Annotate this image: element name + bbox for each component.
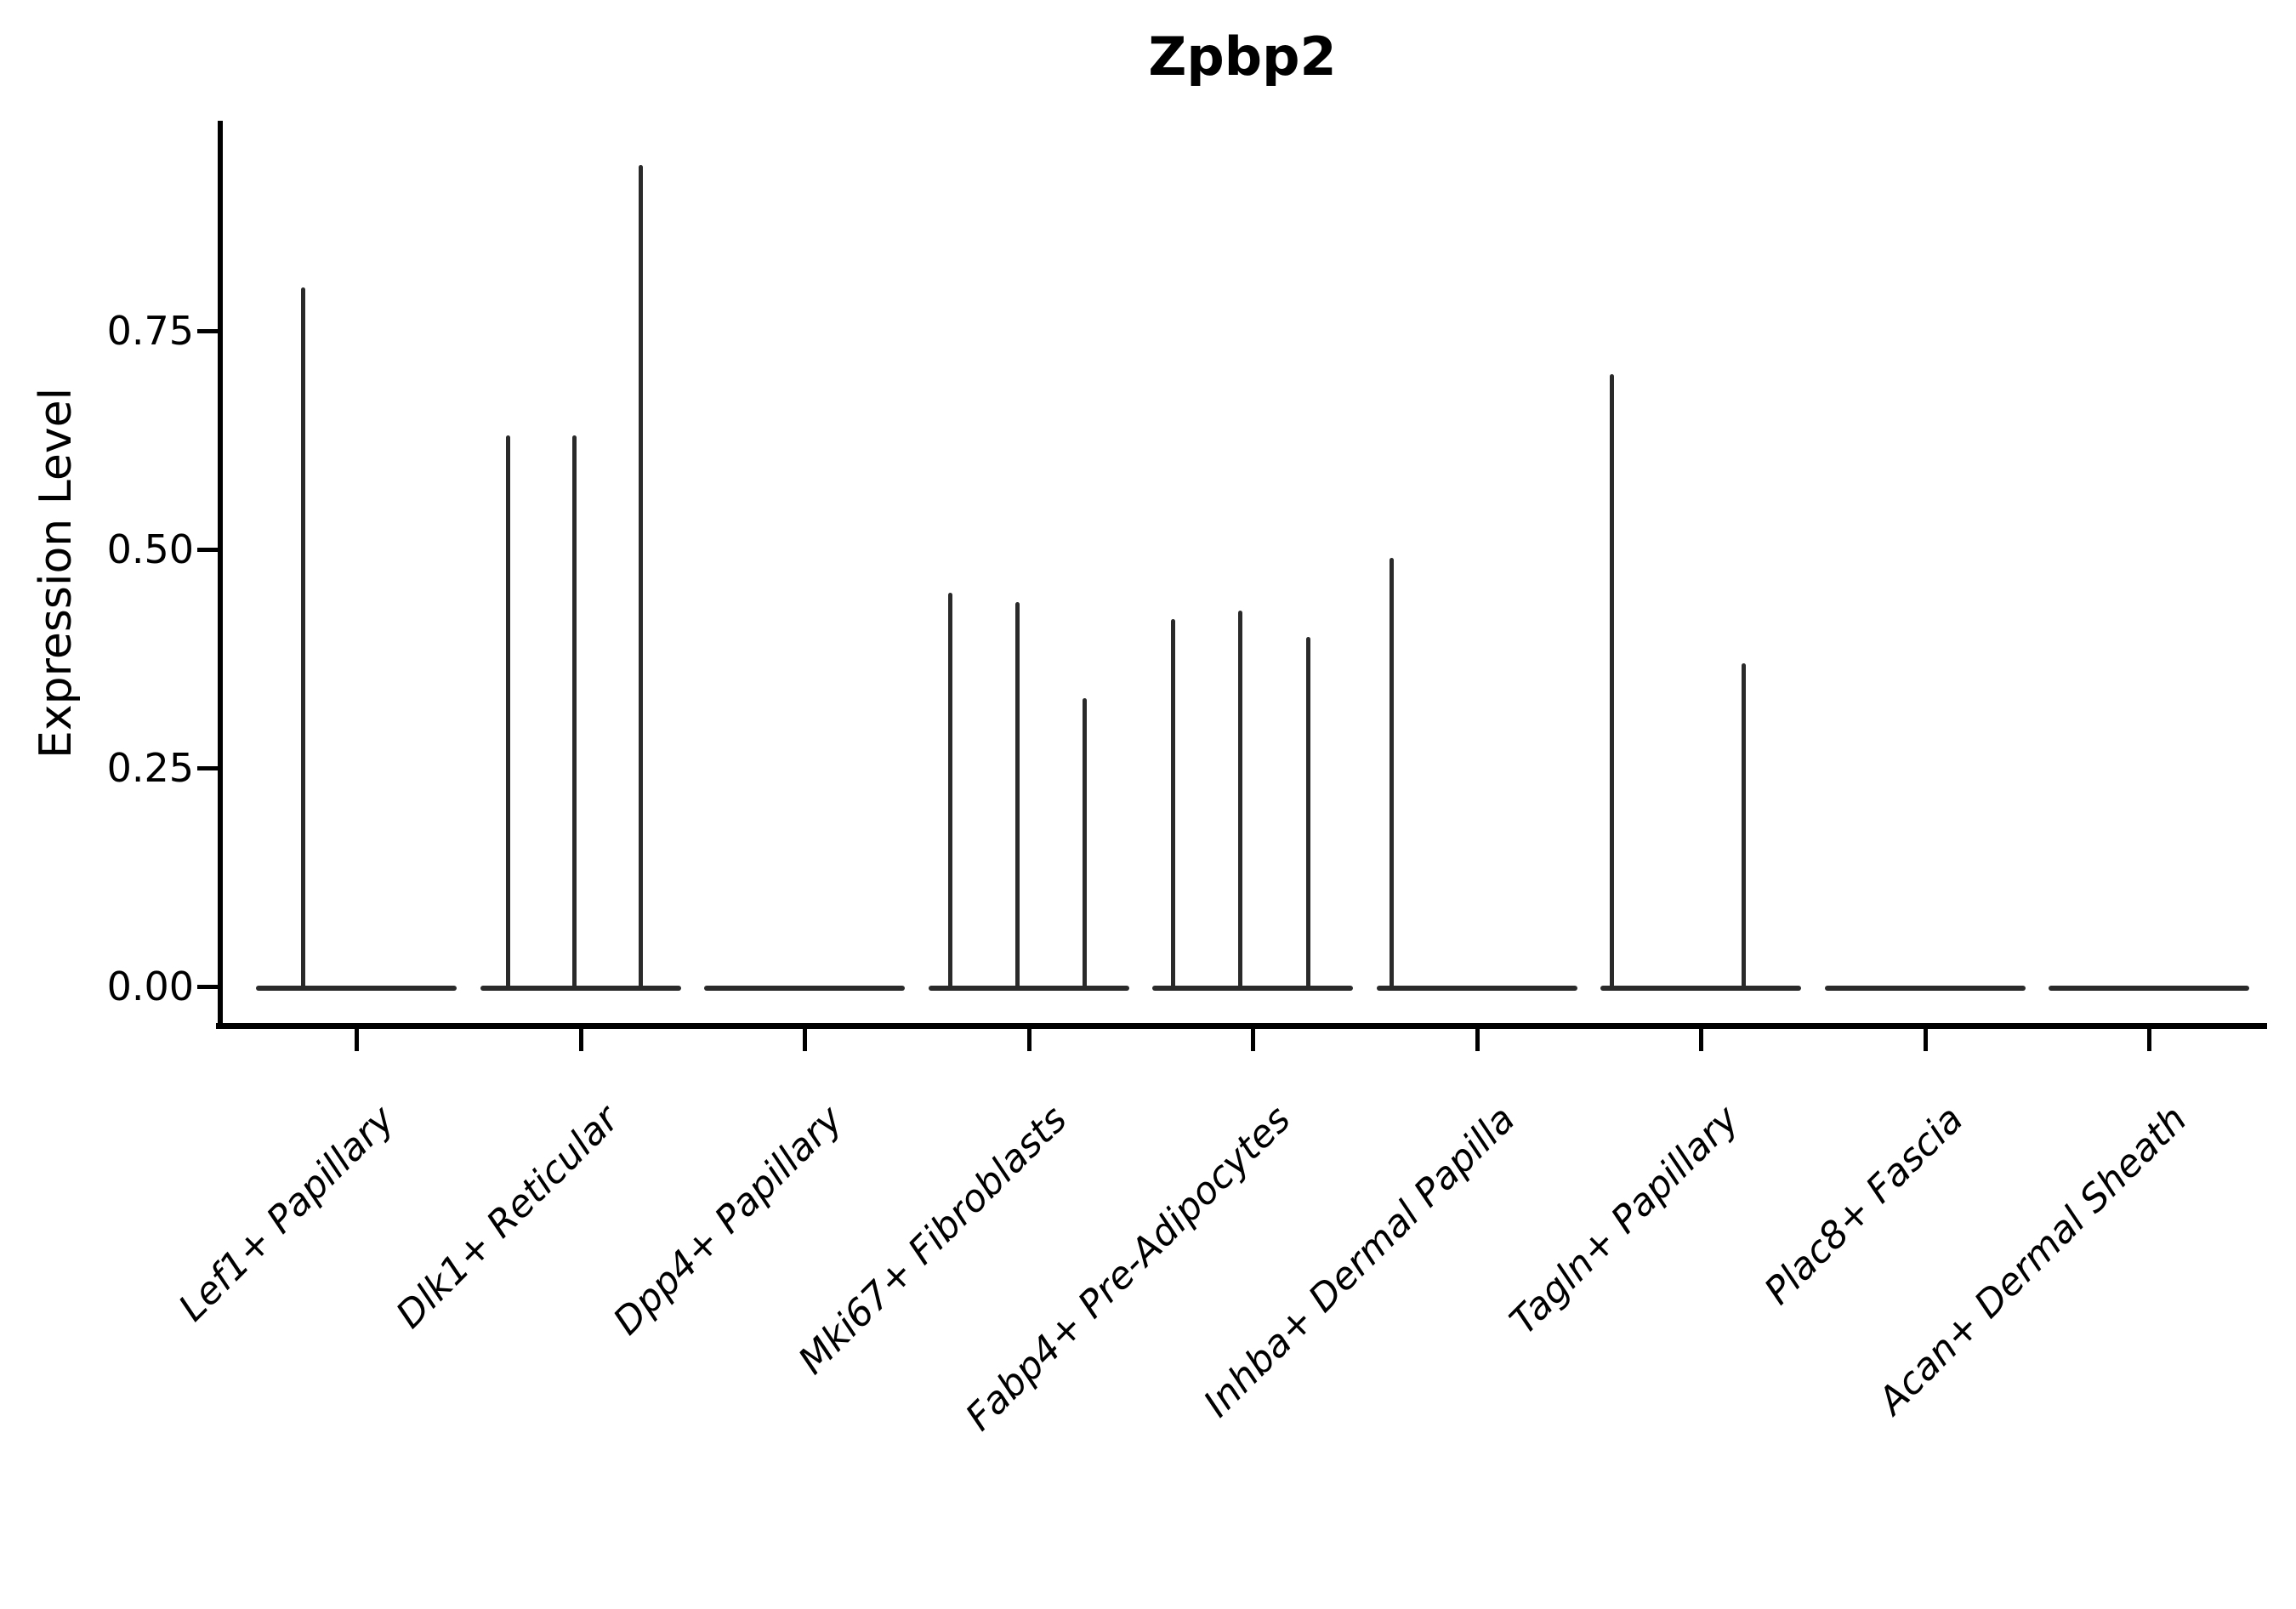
x-tick-label: Acan+ Dermal Sheath [1870,1097,2196,1424]
violin-spike [1082,697,1087,991]
violin-spike [947,593,952,991]
y-tick-mark [197,329,218,333]
x-tick-mark [1026,1029,1031,1051]
violin-baseline [928,986,1129,991]
y-tick-mark [197,766,218,770]
plot-title: Zpbp2 [1148,26,1337,88]
x-tick-label: Tagln+ Papillary [1501,1097,1748,1344]
x-tick-label: Dlk1+ Reticular [387,1097,628,1337]
violin-spike [1238,610,1242,991]
violin-baseline [480,986,681,991]
x-tick-mark [803,1029,807,1051]
y-tick-label: 0.25 [106,745,194,791]
x-axis-spine [216,1023,2267,1029]
y-tick-label: 0.50 [106,526,194,572]
violin-plot-page: { "chart_data": { "type": "violin", "tit… [31,26,2267,1440]
violin-spike [301,287,305,991]
y-tick-label: 0.75 [106,308,194,354]
violin-spike [1306,636,1310,991]
y-tick-label: 0.00 [106,964,194,1009]
x-tick-label: Mki67+ Fibroblasts [789,1097,1076,1383]
y-tick-mark [197,985,218,989]
violin-baseline [1600,986,1801,991]
violin-spike [638,164,643,991]
x-tick-label: Inhba+ Dermal Papilla [1195,1097,1524,1426]
x-tick-mark [1923,1029,1928,1051]
violin-spike [571,435,577,991]
violin-spike [1742,662,1746,991]
x-tick-mark [2147,1029,2151,1051]
violin-baseline [2049,986,2249,991]
x-tick-mark [1699,1029,1703,1051]
x-tick-label: Fabp4+ Pre-Adipocytes [957,1097,1299,1440]
x-tick-label: Plac8+ Fascia [1755,1097,1972,1313]
violin-baseline [1376,986,1577,991]
y-tick-mark [197,548,218,552]
x-tick-label: Dpp4+ Papillary [605,1097,851,1344]
violin-spike [1389,558,1394,991]
violin-baseline [1824,986,2026,991]
violin-spike [1171,619,1175,991]
violin-plot-figure: Zpbp2 Expression Level 0.00 0.25 0.50 0.75 … [31,26,2267,1439]
x-tick-mark [578,1029,583,1051]
violin-spike [1610,374,1614,991]
violin-baseline [256,986,457,991]
x-tick-mark [355,1029,359,1051]
y-axis-spine [218,121,223,1029]
violin-baseline [704,986,905,991]
violin-spike [505,435,510,991]
violin-spike [1014,601,1020,991]
x-tick-mark [1251,1029,1255,1051]
x-tick-mark [1475,1029,1480,1051]
violin-baseline [1152,986,1353,991]
